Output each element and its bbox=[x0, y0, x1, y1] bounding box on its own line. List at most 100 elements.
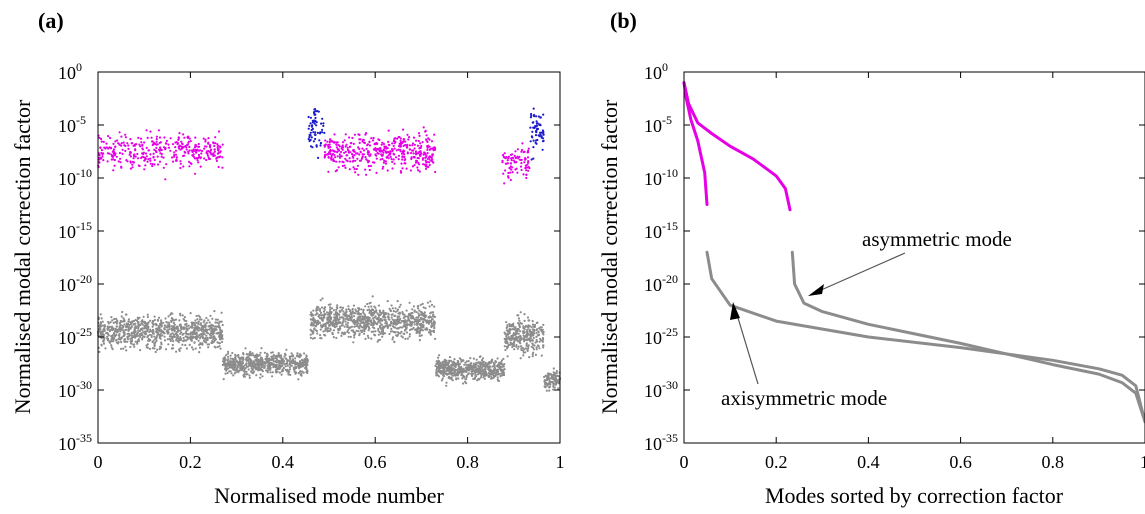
scatter-point bbox=[210, 332, 214, 335]
scatter-point bbox=[153, 342, 156, 345]
scatter-point bbox=[127, 318, 130, 321]
scatter-point bbox=[320, 314, 323, 317]
scatter-point bbox=[327, 156, 330, 159]
scatter-point bbox=[241, 360, 244, 363]
scatter-point bbox=[288, 363, 291, 366]
scatter-point bbox=[507, 155, 510, 158]
scatter-point bbox=[132, 323, 136, 326]
scatter-point bbox=[458, 365, 461, 368]
scatter-point bbox=[202, 328, 206, 331]
scatter-point bbox=[156, 334, 159, 337]
scatter-point bbox=[442, 368, 445, 372]
scatter-point bbox=[315, 121, 318, 124]
scatter-point bbox=[329, 327, 332, 330]
scatter-point bbox=[368, 168, 371, 172]
scatter-point bbox=[112, 158, 115, 161]
scatter-point bbox=[433, 324, 436, 327]
scatter-point bbox=[491, 372, 494, 375]
scatter-point bbox=[212, 329, 215, 332]
scatter-point bbox=[393, 162, 396, 165]
scatter-point bbox=[321, 319, 324, 322]
scatter-point bbox=[187, 160, 191, 163]
scatter-point bbox=[157, 325, 161, 328]
scatter-point bbox=[111, 155, 114, 158]
scatter-point bbox=[381, 157, 384, 161]
scatter-point bbox=[409, 320, 412, 323]
scatter-point bbox=[296, 352, 299, 355]
scatter-point bbox=[327, 321, 330, 324]
scatter-point bbox=[380, 332, 383, 335]
scatter-point bbox=[275, 367, 278, 370]
scatter-point bbox=[318, 139, 321, 142]
scatter-point bbox=[503, 368, 506, 371]
scatter-point bbox=[201, 149, 204, 153]
panel-a-x-label: Normalised mode number bbox=[214, 483, 444, 508]
scatter-point bbox=[212, 154, 215, 157]
panel-a-y-tick-label: 10-15 bbox=[58, 219, 92, 242]
scatter-point bbox=[512, 159, 516, 162]
scatter-point bbox=[333, 316, 336, 319]
scatter-point bbox=[508, 323, 511, 326]
scatter-point bbox=[341, 148, 344, 151]
scatter-point bbox=[399, 332, 402, 335]
scatter-point bbox=[391, 167, 394, 170]
scatter-point bbox=[394, 307, 397, 310]
scatter-point bbox=[114, 329, 117, 332]
scatter-point bbox=[309, 122, 312, 125]
scatter-point bbox=[290, 364, 293, 367]
scatter-point bbox=[308, 133, 311, 136]
scatter-point bbox=[522, 327, 526, 330]
scatter-point bbox=[522, 331, 526, 334]
scatter-point bbox=[479, 355, 482, 358]
scatter-point bbox=[114, 145, 117, 148]
scatter-point bbox=[420, 334, 423, 337]
scatter-point bbox=[323, 155, 326, 158]
scatter-point bbox=[477, 367, 480, 370]
scatter-point bbox=[179, 160, 182, 163]
scatter-point bbox=[418, 170, 421, 173]
scatter-point bbox=[101, 330, 104, 334]
scatter-point bbox=[526, 338, 529, 341]
scatter-point bbox=[139, 323, 142, 327]
scatter-point bbox=[460, 365, 463, 369]
scatter-point bbox=[343, 164, 346, 167]
scatter-point bbox=[206, 336, 209, 339]
scatter-point bbox=[375, 148, 379, 151]
scatter-point bbox=[381, 167, 384, 170]
scatter-point bbox=[338, 318, 341, 321]
scatter-point bbox=[398, 305, 401, 309]
scatter-point bbox=[411, 320, 414, 323]
scatter-point bbox=[145, 346, 148, 349]
scatter-point bbox=[422, 326, 425, 329]
scatter-point bbox=[373, 316, 376, 319]
scatter-point bbox=[197, 153, 201, 157]
scatter-point bbox=[285, 370, 289, 373]
scatter-point bbox=[120, 144, 123, 147]
scatter-point bbox=[425, 139, 428, 142]
scatter-point bbox=[331, 152, 334, 156]
scatter-point bbox=[417, 169, 420, 172]
scatter-point bbox=[428, 316, 431, 319]
scatter-point bbox=[396, 300, 399, 303]
scatter-point bbox=[209, 336, 212, 339]
scatter-point bbox=[185, 146, 188, 149]
scatter-point bbox=[118, 336, 121, 339]
scatter-point bbox=[346, 330, 349, 333]
scatter-point bbox=[213, 336, 216, 339]
scatter-point bbox=[311, 332, 314, 335]
scatter-point bbox=[216, 143, 219, 146]
scatter-point bbox=[479, 363, 482, 366]
scatter-point bbox=[138, 330, 141, 333]
scatter-point bbox=[255, 355, 258, 358]
scatter-point bbox=[390, 304, 393, 307]
scatter-point bbox=[374, 148, 377, 152]
scatter-point bbox=[459, 370, 462, 373]
scatter-point bbox=[508, 166, 511, 170]
panel-a-y-tick-label: 10-5 bbox=[58, 113, 86, 136]
scatter-point bbox=[505, 321, 508, 324]
scatter-point bbox=[472, 367, 475, 370]
scatter-point bbox=[452, 374, 455, 377]
scatter-point bbox=[124, 345, 127, 348]
scatter-point bbox=[271, 371, 274, 374]
